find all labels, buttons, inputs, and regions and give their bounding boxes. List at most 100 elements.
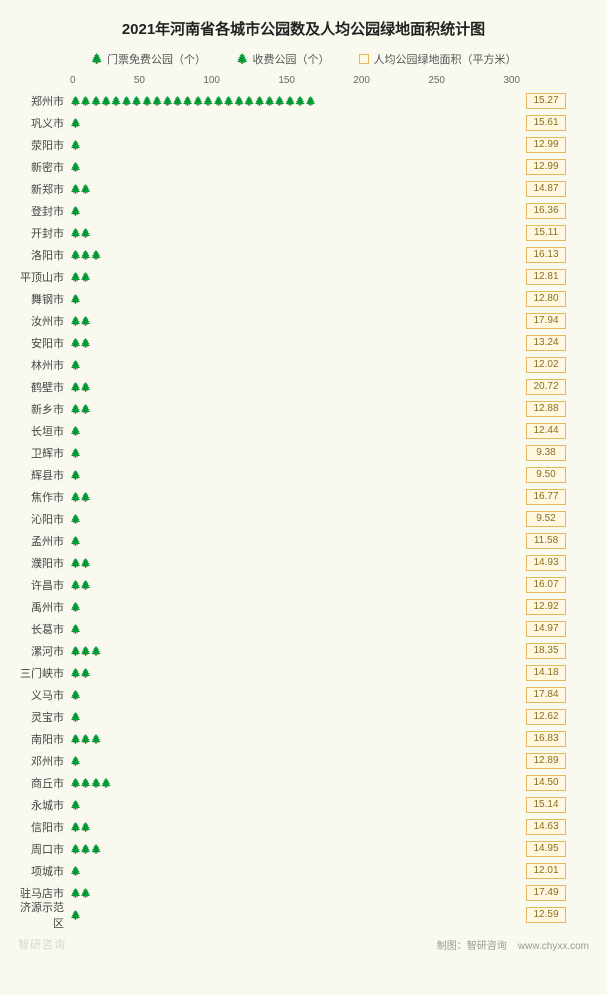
pictogram-bar: 🌲🌲🌲 xyxy=(70,840,520,858)
table-row: 孟州市🌲11.58 xyxy=(10,530,597,552)
area-value: 12.02 xyxy=(526,357,566,373)
table-row: 南阳市🌲🌲🌲 16.83 xyxy=(10,728,597,750)
area-value: 15.11 xyxy=(526,225,566,241)
tree-glyphs: 🌲🌲 xyxy=(70,559,90,568)
tree-glyphs: 🌲🌲 xyxy=(70,273,90,282)
area-value: 12.89 xyxy=(526,753,566,769)
area-value: 12.59 xyxy=(526,907,566,923)
city-label: 孟州市 xyxy=(10,533,70,549)
tree-glyphs: 🌲 xyxy=(70,119,80,128)
pictogram-bar: 🌲🌲 xyxy=(70,268,520,286)
x-axis: 0 50 100 150 200 250 300 xyxy=(70,75,520,86)
area-value: 9.38 xyxy=(526,445,566,461)
city-label: 开封市 xyxy=(10,225,70,241)
pictogram-bar: 🌲🌲 xyxy=(70,180,520,198)
pictogram-bar: 🌲🌲 xyxy=(70,378,520,396)
table-row: 沁阳市🌲9.52 xyxy=(10,508,597,530)
tree-glyphs: 🌲 xyxy=(70,801,80,810)
area-value: 12.99 xyxy=(526,137,566,153)
tree-glyphs: 🌲🌲🌲 xyxy=(70,251,101,260)
table-row: 商丘市🌲🌲🌲🌲14.50 xyxy=(10,772,597,794)
axis-tick: 0 xyxy=(70,75,76,86)
table-row: 登封市🌲16.36 xyxy=(10,200,597,222)
axis-tick: 150 xyxy=(278,75,295,86)
area-value: 14.18 xyxy=(526,665,566,681)
legend-paid: 🌲 收费公园（个） xyxy=(236,51,329,67)
legend-area: 人均公园绿地面积（平方米） xyxy=(359,51,516,67)
city-label: 南阳市 xyxy=(10,731,70,747)
table-row: 新乡市🌲🌲12.88 xyxy=(10,398,597,420)
area-value: 18.35 xyxy=(526,643,566,659)
pictogram-bar: 🌲🌲 xyxy=(70,224,520,242)
table-row: 新密市🌲12.99 xyxy=(10,156,597,178)
city-label: 信阳市 xyxy=(10,819,70,835)
square-icon xyxy=(359,54,369,64)
pictogram-bar: 🌲 xyxy=(70,136,520,154)
city-label: 许昌市 xyxy=(10,577,70,593)
tree-glyphs: 🌲🌲 xyxy=(70,405,90,414)
pictogram-bar: 🌲🌲 xyxy=(70,818,520,836)
area-value: 14.63 xyxy=(526,819,566,835)
pictogram-bar: 🌲🌲🌲🌲 xyxy=(70,774,520,792)
tree-glyphs: 🌲 xyxy=(70,163,80,172)
city-label: 登封市 xyxy=(10,203,70,219)
legend-area-label: 人均公园绿地面积（平方米） xyxy=(373,51,516,67)
area-value: 12.44 xyxy=(526,423,566,439)
legend: 🌲 门票免费公园（个） 🌲 收费公园（个） 人均公园绿地面积（平方米） xyxy=(10,51,597,67)
tree-glyphs: 🌲🌲 xyxy=(70,229,90,238)
legend-paid-label: 收费公园（个） xyxy=(252,51,329,67)
tree-glyphs: 🌲 xyxy=(70,713,80,722)
pictogram-bar: 🌲🌲🌲 xyxy=(70,642,520,660)
pictogram-bar: 🌲 xyxy=(70,356,520,374)
axis-tick: 250 xyxy=(428,75,445,86)
city-label: 长垣市 xyxy=(10,423,70,439)
tree-glyphs: 🌲🌲🌲 xyxy=(70,735,101,744)
area-value: 14.87 xyxy=(526,181,566,197)
city-label: 郑州市 xyxy=(10,93,70,109)
city-label: 舞钢市 xyxy=(10,291,70,307)
pictogram-bar: 🌲🌲🌲 xyxy=(70,246,520,264)
area-value: 14.93 xyxy=(526,555,566,571)
area-value: 15.27 xyxy=(526,93,566,109)
tree-glyphs: 🌲 xyxy=(70,427,80,436)
credit-url: www.chyxx.com xyxy=(518,941,589,952)
table-row: 洛阳市🌲🌲🌲16.13 xyxy=(10,244,597,266)
city-label: 义马市 xyxy=(10,687,70,703)
table-row: 林州市🌲12.02 xyxy=(10,354,597,376)
area-value: 16.13 xyxy=(526,247,566,263)
table-row: 鹤壁市🌲🌲20.72 xyxy=(10,376,597,398)
city-label: 漯河市 xyxy=(10,643,70,659)
pictogram-bar: 🌲 xyxy=(70,796,520,814)
area-value: 16.77 xyxy=(526,489,566,505)
area-value: 12.88 xyxy=(526,401,566,417)
city-label: 周口市 xyxy=(10,841,70,857)
axis-tick: 100 xyxy=(203,75,220,86)
chart-title: 2021年河南省各城市公园数及人均公园绿地面积统计图 xyxy=(10,18,597,39)
city-label: 安阳市 xyxy=(10,335,70,351)
table-row: 邓州市🌲12.89 xyxy=(10,750,597,772)
city-label: 商丘市 xyxy=(10,775,70,791)
pictogram-bar: 🌲🌲 xyxy=(70,664,520,682)
table-row: 平顶山市🌲🌲12.81 xyxy=(10,266,597,288)
table-row: 开封市🌲🌲 15.11 xyxy=(10,222,597,244)
city-label: 濮阳市 xyxy=(10,555,70,571)
table-row: 辉县市🌲9.50 xyxy=(10,464,597,486)
axis-tick: 300 xyxy=(503,75,520,86)
pictogram-bar: 🌲🌲 xyxy=(70,554,520,572)
table-row: 义马市🌲17.84 xyxy=(10,684,597,706)
tree-glyphs: 🌲 xyxy=(70,515,80,524)
pictogram-bar: 🌲 xyxy=(70,620,520,638)
city-label: 巩义市 xyxy=(10,115,70,131)
pictogram-bar: 🌲🌲 xyxy=(70,884,520,902)
tree-glyphs: 🌲 xyxy=(70,757,80,766)
city-label: 项城市 xyxy=(10,863,70,879)
table-row: 驻马店市🌲🌲17.49 xyxy=(10,882,597,904)
pictogram-bar: 🌲 xyxy=(70,422,520,440)
watermark: 智研咨询 xyxy=(18,936,66,952)
pictogram-bar: 🌲 xyxy=(70,202,520,220)
area-value: 16.83 xyxy=(526,731,566,747)
pictogram-bar: 🌲 xyxy=(70,598,520,616)
pictogram-bar: 🌲 xyxy=(70,290,520,308)
legend-free: 🌲 门票免费公园（个） xyxy=(91,51,206,67)
table-row: 许昌市🌲🌲16.07 xyxy=(10,574,597,596)
